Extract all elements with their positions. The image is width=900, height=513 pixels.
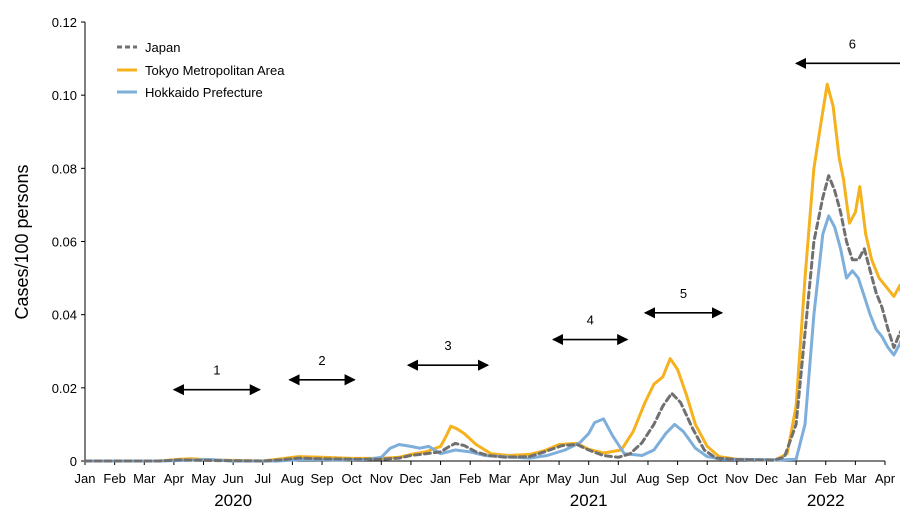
x-tick-label: Jul [254,471,271,486]
wave-label-3: 3 [444,338,451,353]
x-tick-label: Feb [815,471,837,486]
x-tick-label: Feb [103,471,125,486]
y-tick-label: 0.02 [52,381,77,396]
y-tick-label: 0.06 [52,235,77,250]
x-tick-label: Jan [430,471,451,486]
y-tick-label: 0 [70,454,77,469]
y-axis-title: Cases/100 persons [12,164,32,319]
series-line-hokkaido-prefecture [83,214,900,463]
x-tick-label: Dec [399,471,423,486]
x-tick-label: Feb [459,471,481,486]
legend-label: Hokkaido Prefecture [145,85,263,100]
x-tick-label: Dec [755,471,779,486]
x-tick-label: Oct [697,471,718,486]
year-label: 2021 [570,491,608,510]
legend: Japan Tokyo Metropolitan Area Hokkaido Pre… [117,40,285,100]
x-tick-label: Sep [310,471,333,486]
wave-label-6: 6 [849,36,856,51]
x-tick-label: Aug [636,471,659,486]
x-tick-label: Apr [164,471,185,486]
x-tick-label: Aug [281,471,304,486]
x-tick-label: Sep [666,471,689,486]
series-line-japan [83,174,900,463]
x-tick-label: Mar [489,471,512,486]
y-tick-label: 0.12 [52,15,77,30]
x-tick-label: Oct [342,471,363,486]
x-tick-label: May [191,471,216,486]
x-tick-label: Mar [844,471,867,486]
x-tick-label: Jan [75,471,96,486]
wave-label-1: 1 [213,363,220,378]
wave-label-2: 2 [318,353,325,368]
y-tick-label: 0.08 [52,161,77,176]
year-label: 2022 [807,491,845,510]
x-tick-label: Mar [133,471,156,486]
x-tick-label: May [547,471,572,486]
x-tick-label: Jun [578,471,599,486]
x-tick-label: Nov [725,471,749,486]
wave-label-4: 4 [587,313,594,328]
series-lines [83,82,900,463]
x-tick-label: Apr [875,471,896,486]
x-tick-label: Jul [610,471,627,486]
series-line-tokyo-metropolitan-area [83,82,900,463]
x-tick-label: Nov [370,471,394,486]
y-tick-label: 0.10 [52,88,77,103]
x-tick-label: Jun [223,471,244,486]
year-label: 2020 [214,491,252,510]
legend-label: Tokyo Metropolitan Area [145,63,285,78]
x-tick-label: Jan [786,471,807,486]
x-tick-label: Apr [519,471,540,486]
legend-label: Japan [145,40,180,55]
wave-annotations: 1 2 3 4 5 6 [172,36,900,396]
wave-label-5: 5 [680,286,687,301]
axes: 0 0.02 0.04 0.06 0.08 0.10 0.12 Jan Feb Mar Apr May… [52,15,896,510]
y-tick-label: 0.04 [52,308,77,323]
